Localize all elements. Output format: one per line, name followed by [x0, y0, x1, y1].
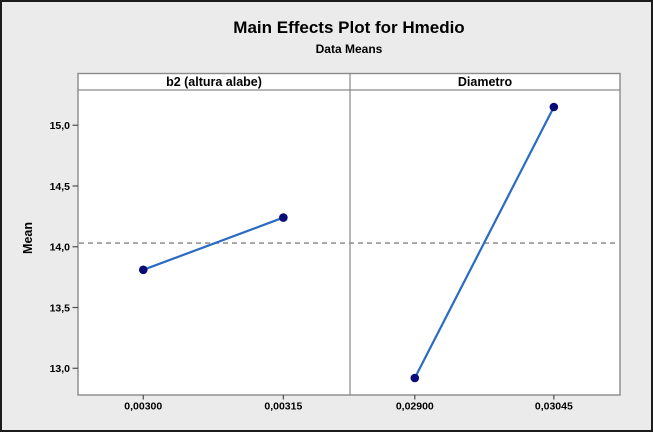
x-tick-label: 0,02900: [396, 401, 434, 413]
effect-line: [142, 216, 284, 271]
y-tick-label: 13,5: [50, 302, 71, 314]
panel-header-label: b2 (altura alabe): [166, 75, 262, 89]
panel-header-label: Diametro: [458, 75, 513, 89]
data-point-marker: [549, 102, 559, 112]
chart-title: Main Effects Plot for Hmedio: [233, 18, 465, 37]
data-point-marker: [279, 213, 288, 222]
data-point-marker: [410, 373, 420, 383]
plot-area-background: [78, 73, 620, 395]
x-tick-label: 0,00315: [264, 401, 302, 413]
x-tick-label: 0,00300: [124, 401, 162, 413]
y-tick-label: 14,5: [50, 181, 71, 193]
chart-subtitle: Data Means: [315, 42, 383, 56]
y-tick-label: 13,0: [50, 363, 71, 375]
y-axis-title: Mean: [21, 222, 35, 254]
y-tick-label: 14,0: [50, 242, 71, 254]
y-tick-label: 15,0: [50, 120, 71, 132]
data-point-marker: [138, 265, 148, 275]
plot-area-border: [77, 72, 621, 396]
effect-line: [413, 106, 555, 379]
x-tick-label: 0,03045: [535, 401, 573, 413]
